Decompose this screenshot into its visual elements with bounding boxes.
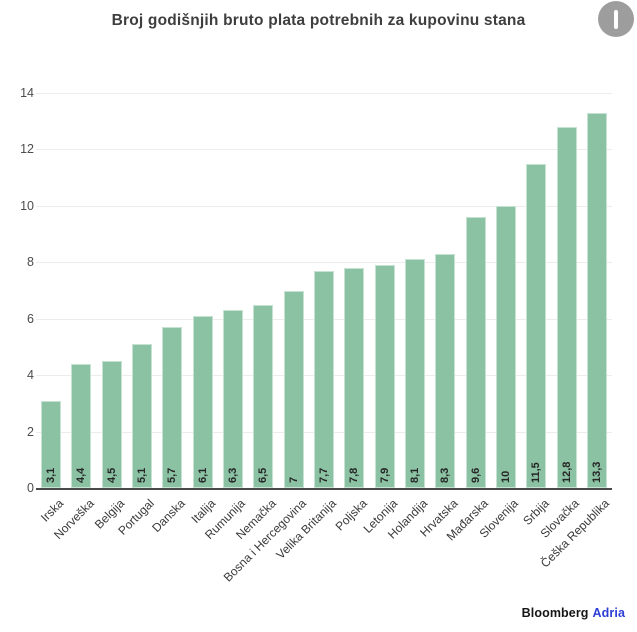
brand-logo[interactable]: Bloomberg Adria [522, 606, 625, 620]
y-tick-label: 14 [20, 86, 34, 100]
bar-Rumunija[interactable]: 6,3 [223, 310, 244, 488]
bar-value-label: 8,1 [408, 467, 421, 483]
bar-value-label: 7 [287, 476, 300, 483]
bar-Slovačka[interactable]: 12,8 [556, 126, 577, 488]
bar-value-label: 7,9 [378, 467, 391, 483]
y-tick-label: 8 [27, 255, 34, 270]
bar-Belgija[interactable]: 4,5 [101, 361, 122, 488]
y-tick-label: 2 [27, 424, 34, 439]
y-tick-label: 10 [20, 198, 34, 213]
y-tick-label: 6 [27, 311, 34, 326]
gridline [36, 149, 612, 151]
bar-Nemačka[interactable]: 6,5 [253, 304, 274, 488]
bar-value-label: 13,3 [590, 461, 603, 483]
bar-value-label: 3,1 [45, 467, 58, 483]
bar-Norveška[interactable]: 4,4 [71, 363, 92, 488]
brand-adria: Adria [592, 606, 625, 620]
bar-value-label: 4,4 [75, 467, 88, 483]
bar-value-label: 12,8 [560, 461, 573, 483]
bar-Poljska[interactable]: 7,8 [344, 267, 365, 488]
bar-value-label: 6,5 [257, 467, 270, 483]
y-tick-label: 4 [27, 368, 34, 383]
bar-value-label: 8,3 [439, 467, 452, 483]
bar-Danska[interactable]: 5,7 [162, 327, 183, 488]
x-axis-line [36, 488, 612, 490]
gridline [36, 262, 612, 264]
bar-Srbija[interactable]: 11,5 [526, 163, 547, 488]
bar-Portugal[interactable]: 5,1 [132, 344, 153, 488]
bar-Italija[interactable]: 6,1 [192, 315, 213, 488]
bar-Letonija[interactable]: 7,9 [374, 265, 395, 488]
y-tick-label: 12 [20, 142, 34, 157]
bar-Velika Britanija[interactable]: 7,7 [314, 270, 334, 488]
gridline [36, 205, 612, 207]
monitor-button[interactable] [598, 1, 634, 37]
bar-Holandija[interactable]: 8,1 [404, 259, 425, 488]
bar-value-label: 7,8 [348, 467, 361, 483]
bar-Mađarska[interactable]: 9,6 [465, 217, 486, 488]
bar-value-label: 9,6 [469, 467, 482, 483]
bar-value-label: 5,1 [136, 467, 149, 483]
bar-value-label: 6,3 [227, 467, 240, 483]
chart-title: Broj godišnjih bruto plata potrebnih za … [111, 12, 526, 29]
bar-value-label: 6,1 [196, 467, 209, 483]
x-tick-label: Danska [148, 496, 188, 535]
bar-value-label: 10 [499, 470, 512, 483]
bar-value-label: 4,5 [105, 467, 118, 483]
bar-Irska[interactable]: 3,1 [41, 400, 62, 488]
gridline [36, 93, 612, 94]
y-tick-label: 0 [27, 481, 34, 495]
bar-value-label: 11,5 [530, 462, 543, 483]
bar-Slovenija[interactable]: 10 [495, 205, 516, 488]
bar-Bosna i Hercegovina[interactable]: 7 [283, 290, 304, 488]
bar-Češka Republika[interactable]: 13,3 [586, 112, 607, 488]
bar-value-label: 5,7 [166, 467, 179, 483]
bar-Hrvatska[interactable]: 8,3 [435, 253, 456, 488]
bar-value-label: 7,7 [318, 467, 330, 483]
brand-bloomberg: Bloomberg [521, 606, 589, 620]
